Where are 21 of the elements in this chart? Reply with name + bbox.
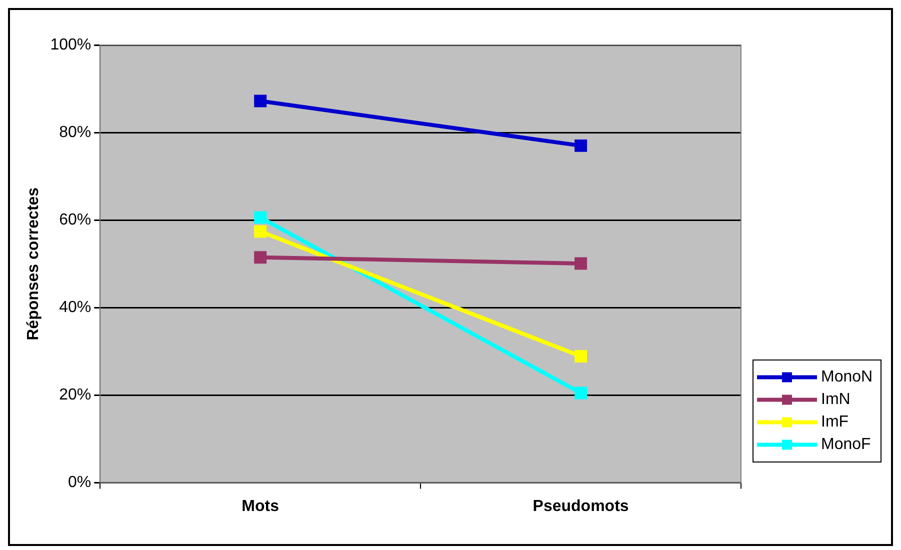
legend-label: MonoF: [821, 436, 872, 454]
point: [574, 139, 588, 152]
point: [254, 94, 267, 108]
legend-label: ImF: [821, 414, 849, 431]
point: [574, 386, 588, 400]
legend-label: MonoN: [821, 368, 873, 386]
point: [254, 211, 267, 224]
x-tick-label: Pseudomots: [532, 498, 629, 515]
point: [574, 350, 588, 363]
y-tick-label: 40%: [59, 299, 92, 316]
y-tick-label: 60%: [59, 212, 92, 229]
y-axis-title: Réponses correctes: [25, 187, 42, 340]
y-tick-label: 0%: [68, 474, 92, 492]
y-tick-label: 20%: [59, 386, 92, 404]
point: [254, 225, 267, 238]
x-tick-label: Mots: [242, 498, 280, 515]
point: [574, 257, 588, 270]
y-tick-label: 80%: [59, 124, 92, 141]
legend-label: ImN: [821, 391, 850, 408]
y-tick-label: 100%: [50, 36, 92, 54]
point: [254, 251, 267, 264]
